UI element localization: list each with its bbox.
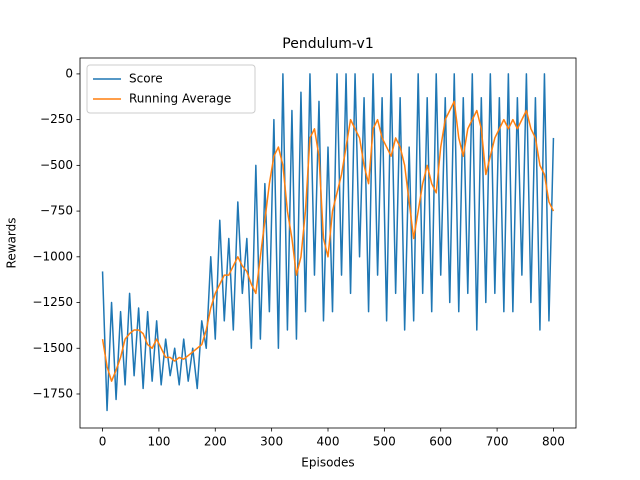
y-tick-label: −1000 <box>32 249 73 263</box>
y-tick-label: −250 <box>40 112 73 126</box>
legend-label: Score <box>129 72 163 86</box>
series-line <box>101 73 555 412</box>
y-tick-label: −1250 <box>32 295 73 309</box>
legend: Score Running Average <box>86 64 256 114</box>
y-tick-label: −750 <box>40 204 73 218</box>
x-tick-label: 100 <box>147 435 170 449</box>
x-tick-label: 800 <box>542 435 565 449</box>
x-tick-label: 300 <box>260 435 283 449</box>
series-line <box>101 100 555 382</box>
legend-label: Running Average <box>129 92 231 106</box>
legend-frame <box>86 64 256 114</box>
y-tick-label: −500 <box>40 158 73 172</box>
x-tick-label: 600 <box>429 435 452 449</box>
x-tick-label: 700 <box>486 435 509 449</box>
x-tick-label: 400 <box>317 435 340 449</box>
y-axis-label: Rewards <box>5 218 19 269</box>
chart-title: Pendulum-v1 <box>282 36 373 52</box>
y-tick-label: 0 <box>65 66 73 80</box>
x-tick-label: 500 <box>373 435 396 449</box>
x-axis-label: Episodes <box>301 456 354 470</box>
x-tick-label: 0 <box>99 435 107 449</box>
y-tick-label: −1500 <box>32 341 73 355</box>
plot-area <box>101 73 555 412</box>
x-tick-label: 200 <box>204 435 227 449</box>
y-tick-label: −1750 <box>32 386 73 400</box>
